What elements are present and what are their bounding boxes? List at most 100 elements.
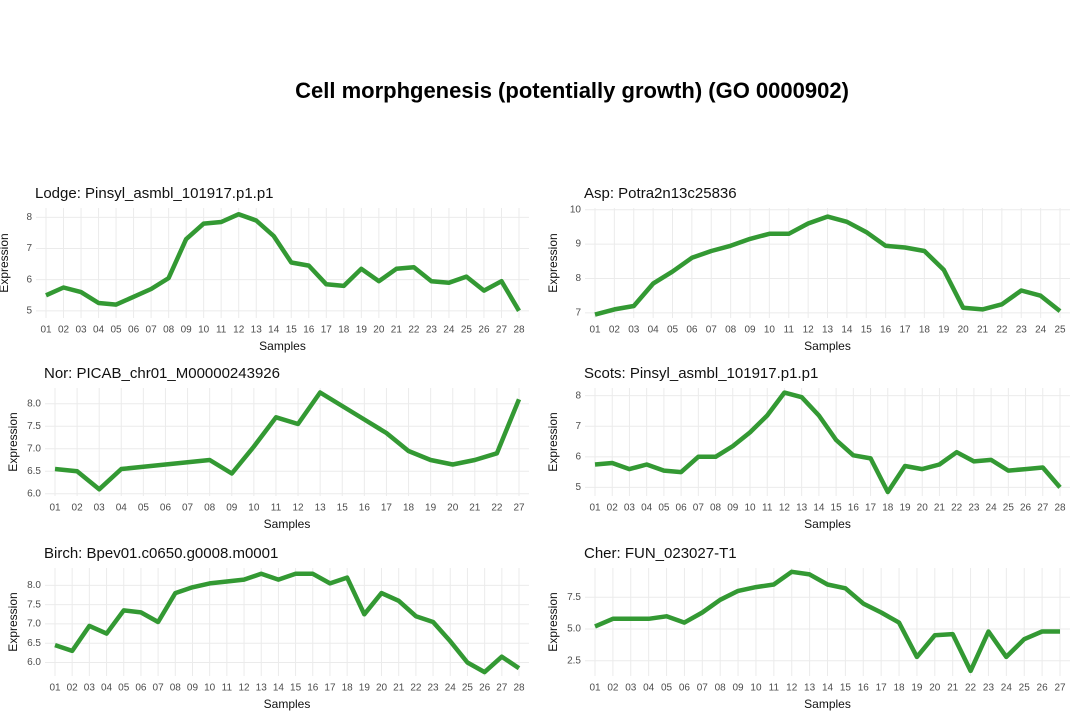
- x-tick-label: 23: [983, 683, 995, 694]
- x-tick-label: 16: [303, 325, 315, 336]
- x-tick-label: 18: [338, 325, 350, 336]
- x-tick-label: 17: [321, 325, 333, 336]
- x-tick-label: 15: [290, 683, 302, 694]
- x-tick-label: 12: [803, 325, 815, 336]
- x-tick-label: 15: [840, 683, 852, 694]
- x-tick-label: 11: [762, 503, 773, 514]
- x-tick-label: 28: [1054, 503, 1066, 514]
- data-line: [45, 211, 521, 312]
- x-tick-label: 21: [469, 503, 481, 514]
- y-tick-label: 6.0: [27, 657, 41, 668]
- x-tick-label: 01: [49, 503, 61, 514]
- x-tick-label: 24: [443, 325, 455, 336]
- y-tick-label: 8.0: [27, 398, 41, 409]
- y-tick-label: 7.5: [27, 421, 41, 432]
- x-tick-label: 19: [359, 683, 371, 694]
- x-tick-label: 27: [496, 683, 508, 694]
- y-tick-label: 7: [575, 307, 581, 318]
- x-tick-label: 22: [996, 325, 1008, 336]
- x-tick-label: 01: [49, 683, 61, 694]
- x-tick-label: 23: [1016, 325, 1028, 336]
- x-tick-label: 03: [624, 503, 636, 514]
- panel-title: Birch: Bpev01.c0650.g0008.m0001: [44, 545, 278, 562]
- x-tick-label: 05: [661, 683, 673, 694]
- x-tick-label: 04: [93, 325, 105, 336]
- x-tick-label: 23: [428, 683, 440, 694]
- plot-area: [585, 388, 1070, 496]
- x-tick-label: 18: [403, 503, 415, 514]
- x-tick-label: 14: [822, 683, 834, 694]
- x-tick-label: 06: [676, 503, 688, 514]
- y-tick-label: 8: [575, 390, 581, 401]
- x-axis-label: Samples: [804, 517, 851, 531]
- data-line: [54, 571, 521, 675]
- x-tick-label: 21: [947, 683, 959, 694]
- x-tick-label: 01: [589, 503, 601, 514]
- x-tick-label: 17: [381, 503, 393, 514]
- x-tick-label: 15: [831, 503, 843, 514]
- plot-area: [45, 388, 529, 496]
- x-tick-label: 14: [273, 683, 285, 694]
- x-tick-label: 19: [911, 683, 923, 694]
- x-tick-label: 02: [67, 683, 79, 694]
- x-tick-label: 01: [589, 683, 601, 694]
- y-tick-label: 6: [26, 274, 32, 285]
- y-axis-label: Expression: [546, 412, 560, 471]
- x-tick-label: 20: [917, 503, 929, 514]
- x-tick-label: 10: [750, 683, 762, 694]
- y-tick-label: 7.0: [27, 619, 41, 630]
- panel-title: Scots: Pinsyl_asmbl_101917.p1.p1: [584, 365, 818, 382]
- x-tick-label: 22: [408, 325, 420, 336]
- x-tick-label: 12: [779, 503, 791, 514]
- x-tick-label: 18: [882, 503, 894, 514]
- x-tick-label: 06: [686, 325, 698, 336]
- x-tick-label: 12: [292, 503, 304, 514]
- x-tick-label: 15: [861, 325, 873, 336]
- x-tick-label: 03: [628, 325, 640, 336]
- x-tick-label: 25: [461, 325, 473, 336]
- x-tick-label: 19: [899, 503, 911, 514]
- x-tick-label: 21: [393, 683, 405, 694]
- x-tick-label: 01: [589, 325, 601, 336]
- x-tick-label: 03: [84, 683, 96, 694]
- x-tick-label: 20: [958, 325, 970, 336]
- x-tick-label: 06: [160, 503, 172, 514]
- panel-title: Lodge: Pinsyl_asmbl_101917.p1.p1: [35, 185, 274, 202]
- figure-title: Cell morphgenesis (potentially growth) (…: [295, 78, 849, 103]
- x-tick-label: 23: [968, 503, 980, 514]
- x-tick-label: 25: [1019, 683, 1031, 694]
- x-tick-label: 05: [667, 325, 679, 336]
- x-tick-label: 22: [410, 683, 422, 694]
- x-tick-label: 04: [116, 503, 128, 514]
- y-tick-label: 9: [575, 239, 581, 250]
- x-axis-label: Samples: [264, 697, 311, 711]
- x-tick-label: 09: [187, 683, 199, 694]
- x-tick-label: 26: [1037, 683, 1049, 694]
- x-tick-label: 28: [513, 683, 525, 694]
- y-tick-label: 6: [575, 451, 581, 462]
- x-tick-label: 28: [513, 325, 525, 336]
- x-tick-label: 11: [769, 683, 780, 694]
- x-tick-label: 22: [951, 503, 963, 514]
- y-tick-label: 7.0: [27, 443, 41, 454]
- x-tick-label: 25: [462, 683, 474, 694]
- x-tick-label: 16: [359, 503, 371, 514]
- y-tick-label: 2.5: [567, 655, 581, 666]
- y-axis-label: Expression: [546, 233, 560, 292]
- x-tick-label: 26: [479, 683, 491, 694]
- x-tick-label: 07: [706, 325, 718, 336]
- x-tick-label: 02: [58, 325, 70, 336]
- x-tick-label: 26: [478, 325, 490, 336]
- x-tick-label: 08: [163, 325, 175, 336]
- x-tick-label: 08: [715, 683, 727, 694]
- x-tick-label: 12: [233, 325, 245, 336]
- x-axis-label: Samples: [259, 339, 306, 353]
- x-tick-label: 05: [111, 325, 123, 336]
- x-tick-label: 07: [182, 503, 194, 514]
- y-tick-label: 7.5: [27, 599, 41, 610]
- x-tick-label: 09: [727, 503, 739, 514]
- x-tick-label: 07: [153, 683, 165, 694]
- y-tick-label: 7: [26, 243, 32, 254]
- x-tick-label: 18: [893, 683, 905, 694]
- y-tick-label: 7: [575, 421, 581, 432]
